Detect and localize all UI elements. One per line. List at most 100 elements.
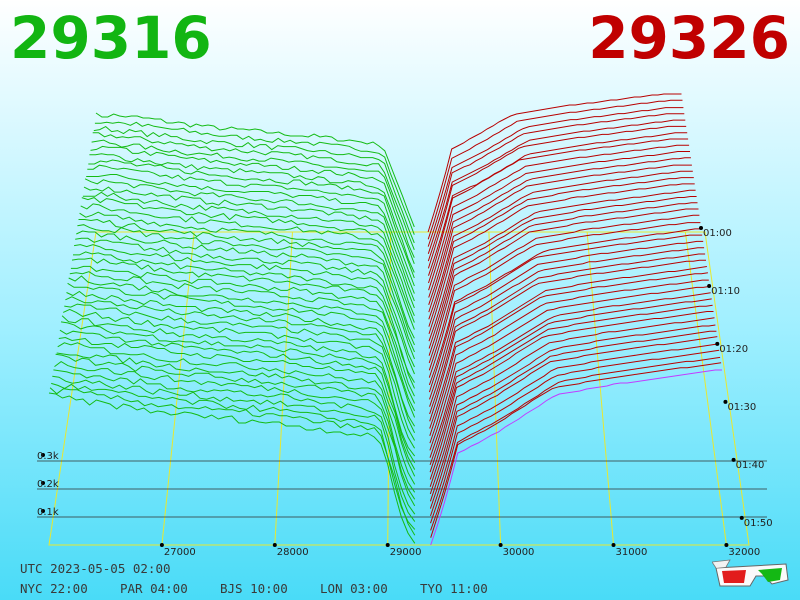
ask-depth-line — [429, 266, 707, 429]
volume-tick-label: 0.3k — [37, 451, 59, 462]
ask-depth-line — [429, 272, 708, 436]
ask-depth-line — [427, 125, 687, 269]
ask-depth-line — [428, 151, 690, 298]
bid-depth-line — [71, 257, 415, 389]
ask-depth-line — [427, 119, 686, 262]
bid-depth-line — [54, 360, 416, 507]
time-tick-label: 01:40 — [736, 460, 765, 471]
price-tick — [272, 543, 277, 547]
ask-depth-line — [429, 304, 713, 473]
ask-depth-line — [429, 336, 718, 509]
ask-price: 29326 — [588, 4, 790, 72]
bid-price: 29316 — [10, 4, 212, 72]
bid-depth-line — [93, 126, 415, 244]
bid-depth-line — [91, 139, 415, 258]
price-tick-label: 28000 — [277, 547, 309, 558]
bid-depth-line — [80, 203, 415, 330]
bid-depth-line — [65, 296, 416, 434]
bid-depth-line — [87, 164, 415, 287]
bid-depth-line — [49, 387, 416, 536]
ask-depth-line — [430, 343, 719, 517]
bid-depth-line — [77, 224, 415, 353]
price-tick — [159, 543, 164, 547]
ask-depth-line — [430, 362, 722, 538]
bid-depth-line — [48, 392, 416, 544]
bid-depth-line — [51, 382, 416, 530]
ask-depth-line — [428, 222, 701, 378]
ask-depth-line — [428, 189, 696, 342]
time-tick — [707, 283, 712, 288]
price-tick-label: 31000 — [616, 547, 648, 558]
time-tick-label: 01:20 — [719, 344, 748, 355]
volume-tick — [41, 509, 45, 513]
ask-depth-line — [428, 157, 691, 305]
price-tick — [498, 543, 503, 547]
ask-depth-line — [429, 259, 706, 422]
ask-depth-line — [428, 144, 690, 291]
ask-depth-line — [429, 330, 717, 502]
price-gridline — [684, 231, 727, 546]
price-tick-label: 32000 — [728, 547, 760, 558]
bid-depth-line — [68, 275, 416, 412]
ask-depth-line — [428, 214, 700, 371]
time-tick-label: 01:00 — [703, 228, 732, 239]
ask-depth-line — [429, 247, 705, 407]
bid-depth-line — [84, 178, 415, 302]
bid-depth-line — [53, 369, 416, 515]
time-tick-label: 01:10 — [711, 286, 740, 297]
zone-nyc: NYC 22:00 — [20, 581, 88, 596]
price-tick-label: 27000 — [164, 547, 196, 558]
volume-tick-label: 0.2k — [37, 479, 59, 490]
bid-depth-line — [81, 197, 415, 323]
zone-par: PAR 04:00 — [120, 581, 188, 596]
price-tick — [385, 543, 390, 547]
ask-depth-line — [427, 113, 685, 254]
ask-depth-line — [428, 202, 698, 356]
ask-depth-line — [429, 240, 704, 400]
bid-depth-line — [78, 218, 415, 346]
bid-depth-line — [67, 282, 416, 418]
ask-depth-line — [430, 369, 722, 546]
bid-depth-line — [61, 315, 416, 457]
bid-depth-line — [56, 352, 416, 493]
price-gridline — [488, 231, 502, 546]
ask-depth-line — [429, 292, 711, 458]
axis-labels: 27000 28000 29000 30000 31000 32000 0.1k 0.2k 0.… — [37, 226, 773, 558]
time-tick-label: 01:50 — [744, 518, 773, 529]
bid-depth-line — [58, 336, 416, 477]
ask-depth-line — [430, 356, 721, 531]
bid-depth-line — [83, 186, 415, 309]
ask-depth-line — [428, 208, 699, 364]
price-tick-label: 29000 — [390, 547, 422, 558]
ask-depth-line — [430, 349, 720, 524]
bid-depth-line — [76, 230, 415, 360]
bid-depth-line — [79, 211, 415, 339]
bid-depth-line — [86, 174, 415, 294]
ask-depth-line — [428, 177, 694, 327]
ask-depth-line — [429, 279, 709, 444]
time-tick — [739, 515, 744, 520]
3d-glasses-icon[interactable] — [712, 558, 792, 592]
bid-depth-line — [73, 251, 415, 383]
volume-tick — [41, 481, 45, 485]
ask-depth-line — [428, 183, 695, 335]
bid-depth-line — [70, 265, 415, 397]
ask-depth-line — [429, 253, 706, 415]
bid-depth-line — [69, 271, 416, 404]
price-tick-label: 30000 — [503, 547, 535, 558]
ask-depth-line — [428, 132, 688, 276]
ask-depth-line — [428, 164, 692, 313]
zone-tyo: TYO 11:00 — [420, 581, 488, 596]
bid-depth-line — [95, 112, 415, 228]
utc-time: UTC 2023-05-05 02:00 — [20, 561, 171, 576]
ask-depth-line — [427, 107, 684, 247]
depth-curves — [48, 93, 722, 546]
price-gridline — [274, 231, 293, 546]
volume-tick — [41, 453, 45, 457]
ask-depth-line — [427, 93, 682, 233]
ask-depth-line — [429, 285, 710, 451]
bid-depth-line — [74, 244, 415, 375]
bid-depth-line — [59, 329, 416, 470]
ask-depth-line — [427, 99, 683, 240]
